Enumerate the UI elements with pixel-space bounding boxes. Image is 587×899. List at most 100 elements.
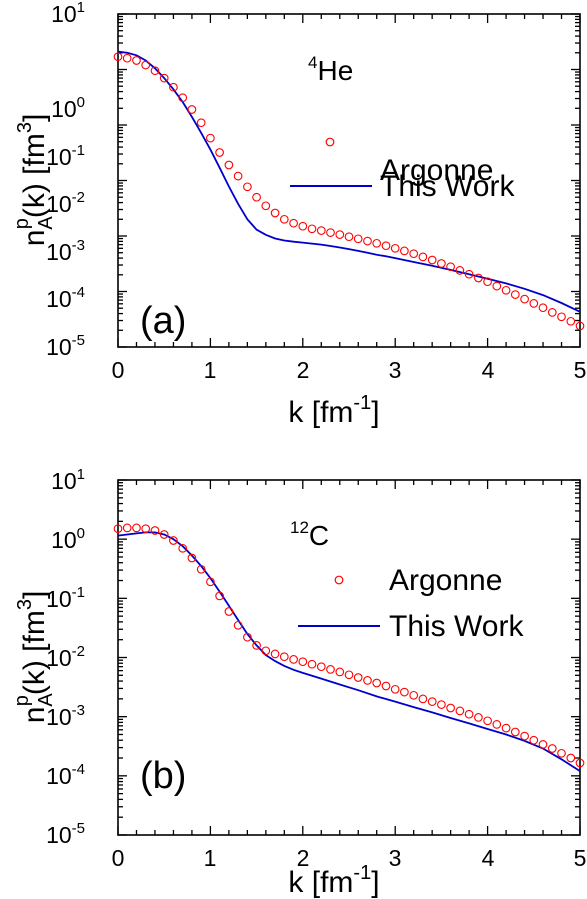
legend-label: This Work <box>389 610 524 643</box>
data-point-argonne <box>538 740 548 749</box>
data-point-argonne <box>520 294 529 304</box>
legend-marker-argonne <box>334 575 344 585</box>
data-point-argonne <box>132 56 141 65</box>
plot-frame <box>117 479 581 836</box>
data-point-argonne <box>400 246 409 256</box>
x-tick-label: 4 <box>482 845 495 871</box>
data-point-argonne <box>178 543 188 553</box>
x-tick-label: 0 <box>112 357 125 383</box>
data-point-argonne <box>510 727 520 737</box>
data-point-argonne <box>261 646 271 656</box>
y-tick-label: 10-1 <box>46 584 85 612</box>
data-point-argonne <box>141 60 151 70</box>
data-point-argonne <box>575 758 585 768</box>
data-point-argonne <box>372 238 382 248</box>
x-tick-label: 3 <box>389 845 402 871</box>
data-point-argonne <box>326 228 335 237</box>
data-point-argonne <box>381 241 391 251</box>
panel-label: (b) <box>140 755 186 797</box>
data-point-argonne <box>243 182 252 192</box>
y-tick-labels: 10-5 10-4 10-3 10-2 10-1 100 101 <box>46 0 85 360</box>
data-point-argonne <box>289 218 298 228</box>
data-point-argonne <box>510 290 520 299</box>
x-axis-label: k [fm-1] <box>288 862 379 899</box>
data-point-argonne <box>132 523 141 533</box>
data-point-argonne <box>298 657 308 667</box>
data-point-argonne <box>335 667 345 677</box>
y-tick-label: 10-4 <box>46 284 85 312</box>
y-tick-label: 10-1 <box>46 142 85 170</box>
data-point-argonne <box>224 607 234 616</box>
data-point-argonne <box>215 148 224 157</box>
data-point-argonne <box>529 735 539 745</box>
data-point-argonne <box>474 273 483 283</box>
data-point-argonne <box>206 577 215 587</box>
y-tick-label: 100 <box>51 525 85 553</box>
data-point-argonne <box>400 687 409 697</box>
data-point-argonne <box>455 706 465 716</box>
x-tick-label: 1 <box>204 845 217 871</box>
data-point-argonne <box>307 224 317 234</box>
data-point-argonne <box>316 662 326 672</box>
data-point-argonne <box>418 694 428 704</box>
data-point-argonne <box>159 73 169 83</box>
data-point-argonne <box>141 524 151 534</box>
data-point-argonne <box>224 160 234 170</box>
data-point-argonne <box>353 234 363 244</box>
y-tick-label: 10-3 <box>46 702 85 730</box>
x-tick-label: 4 <box>482 357 495 383</box>
series-line-this-work <box>117 531 581 772</box>
data-point-argonne <box>547 744 557 753</box>
data-point-argonne <box>372 678 382 688</box>
data-point-argonne <box>344 670 354 680</box>
data-point-argonne <box>335 230 345 239</box>
nucleus-label: 4He <box>308 53 353 86</box>
data-point-argonne <box>557 748 566 758</box>
data-point-argonne <box>113 524 123 534</box>
data-point-argonne <box>575 321 585 331</box>
data-point-argonne <box>159 530 169 539</box>
data-point-argonne <box>427 255 437 265</box>
data-point-argonne <box>353 673 363 682</box>
data-point-argonne <box>298 221 308 231</box>
x-tick-label: 2 <box>297 357 310 383</box>
data-point-argonne <box>169 536 178 545</box>
y-axis-label: nAp(k) [fm3] <box>11 114 57 247</box>
legend: Argonne This Work <box>290 137 515 203</box>
nucleus-label: 12C <box>290 518 329 551</box>
data-point-argonne <box>492 720 502 729</box>
data-point-argonne <box>529 299 539 308</box>
axis-ticks <box>117 479 581 836</box>
data-point-argonne <box>363 676 372 685</box>
data-point-argonne <box>464 269 474 279</box>
data-point-argonne <box>427 697 437 706</box>
data-point-argonne <box>520 731 529 741</box>
data-point-argonne <box>187 553 197 563</box>
data-point-argonne <box>150 526 160 535</box>
data-point-argonne <box>446 262 455 272</box>
data-point-argonne <box>252 641 261 650</box>
y-tick-label: 100 <box>51 94 85 122</box>
y-tick-label: 10-2 <box>46 189 85 217</box>
data-point-argonne <box>316 226 326 235</box>
data-point-argonne <box>169 82 178 92</box>
data-point-argonne <box>122 523 132 533</box>
data-point-argonne <box>206 133 215 143</box>
series-line-this-work <box>117 50 581 313</box>
data-point-argonne <box>547 308 557 317</box>
data-point-argonne <box>437 700 446 709</box>
data-point-argonne <box>196 118 206 128</box>
data-point-argonne <box>279 214 289 224</box>
x-tick-labels: 0 1 2 3 4 5 <box>112 845 587 871</box>
data-point-argonne <box>279 652 289 662</box>
legend: Argonne This Work <box>298 564 524 643</box>
data-point-argonne <box>243 632 252 642</box>
y-tick-label: 10-4 <box>46 761 85 789</box>
data-point-argonne <box>215 591 224 601</box>
data-point-argonne <box>483 277 492 287</box>
data-point-argonne <box>363 236 372 246</box>
data-point-argonne <box>483 716 492 726</box>
x-tick-label: 3 <box>389 357 402 383</box>
data-point-argonne <box>446 703 455 713</box>
